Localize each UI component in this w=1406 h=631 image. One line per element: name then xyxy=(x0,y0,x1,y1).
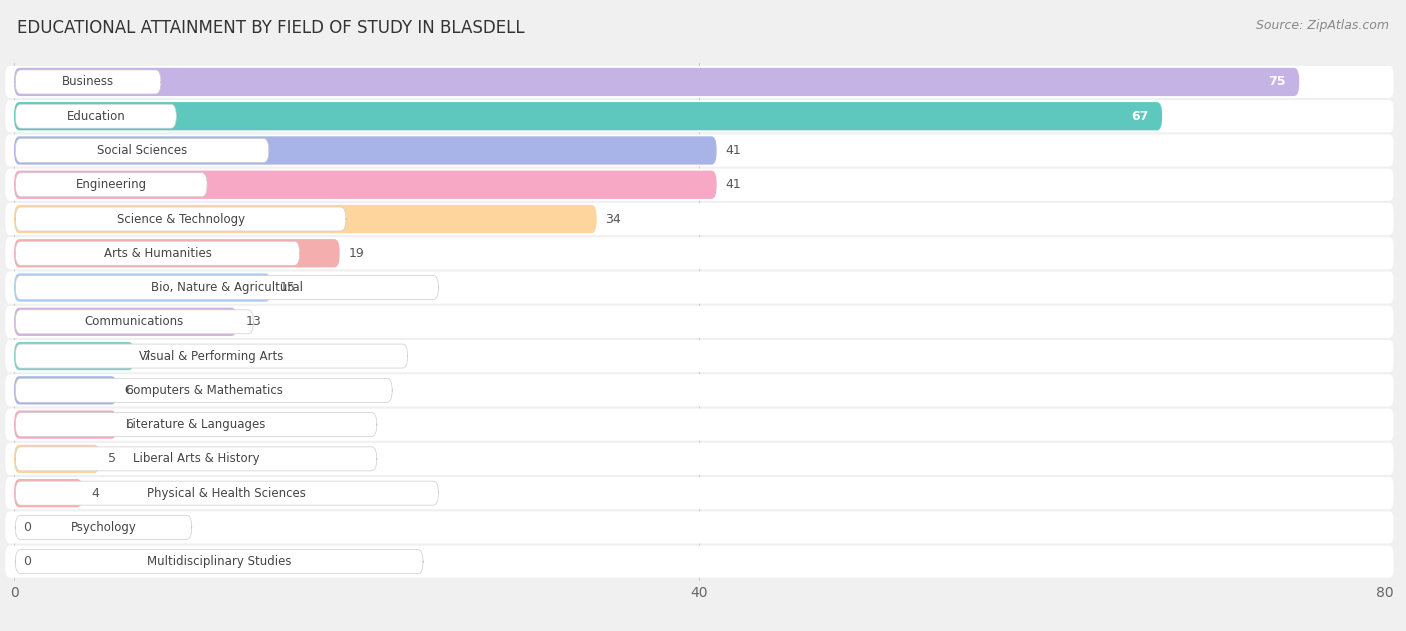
FancyBboxPatch shape xyxy=(15,138,269,162)
Text: 75: 75 xyxy=(1268,76,1285,88)
FancyBboxPatch shape xyxy=(6,237,1393,269)
Text: Engineering: Engineering xyxy=(76,178,146,191)
Text: 6: 6 xyxy=(125,418,134,431)
FancyBboxPatch shape xyxy=(15,70,160,94)
FancyBboxPatch shape xyxy=(6,477,1393,509)
Text: Education: Education xyxy=(66,110,125,122)
FancyBboxPatch shape xyxy=(14,445,100,473)
FancyBboxPatch shape xyxy=(6,511,1393,543)
Text: 34: 34 xyxy=(605,213,621,225)
Text: 4: 4 xyxy=(91,487,98,500)
FancyBboxPatch shape xyxy=(6,100,1393,133)
FancyBboxPatch shape xyxy=(6,374,1393,406)
FancyBboxPatch shape xyxy=(14,102,1163,131)
Text: Psychology: Psychology xyxy=(70,521,136,534)
Text: 13: 13 xyxy=(246,316,262,328)
FancyBboxPatch shape xyxy=(15,310,253,334)
FancyBboxPatch shape xyxy=(14,342,134,370)
FancyBboxPatch shape xyxy=(6,66,1393,98)
FancyBboxPatch shape xyxy=(14,68,1299,96)
FancyBboxPatch shape xyxy=(15,413,377,437)
FancyBboxPatch shape xyxy=(6,306,1393,338)
FancyBboxPatch shape xyxy=(15,447,377,471)
FancyBboxPatch shape xyxy=(14,273,271,302)
FancyBboxPatch shape xyxy=(6,134,1393,167)
Text: Science & Technology: Science & Technology xyxy=(117,213,245,225)
Text: 0: 0 xyxy=(22,521,31,534)
Text: Liberal Arts & History: Liberal Arts & History xyxy=(132,452,259,466)
FancyBboxPatch shape xyxy=(15,173,207,197)
FancyBboxPatch shape xyxy=(6,340,1393,372)
FancyBboxPatch shape xyxy=(6,203,1393,235)
FancyBboxPatch shape xyxy=(14,239,340,268)
FancyBboxPatch shape xyxy=(14,136,717,165)
Text: 41: 41 xyxy=(725,144,741,157)
FancyBboxPatch shape xyxy=(6,168,1393,201)
Text: 5: 5 xyxy=(108,452,117,466)
FancyBboxPatch shape xyxy=(15,207,346,231)
Text: Social Sciences: Social Sciences xyxy=(97,144,187,157)
Text: 7: 7 xyxy=(142,350,150,363)
FancyBboxPatch shape xyxy=(15,104,176,128)
FancyBboxPatch shape xyxy=(15,550,423,574)
FancyBboxPatch shape xyxy=(14,479,83,507)
Text: Computers & Mathematics: Computers & Mathematics xyxy=(125,384,283,397)
Text: 0: 0 xyxy=(22,555,31,568)
FancyBboxPatch shape xyxy=(15,379,392,403)
FancyBboxPatch shape xyxy=(14,411,117,439)
Text: Physical & Health Sciences: Physical & Health Sciences xyxy=(148,487,307,500)
FancyBboxPatch shape xyxy=(15,481,439,505)
Text: Arts & Humanities: Arts & Humanities xyxy=(104,247,211,260)
Text: 41: 41 xyxy=(725,178,741,191)
Text: EDUCATIONAL ATTAINMENT BY FIELD OF STUDY IN BLASDELL: EDUCATIONAL ATTAINMENT BY FIELD OF STUDY… xyxy=(17,19,524,37)
Text: Visual & Performing Arts: Visual & Performing Arts xyxy=(139,350,284,363)
FancyBboxPatch shape xyxy=(15,241,299,265)
Text: 19: 19 xyxy=(349,247,364,260)
Text: Source: ZipAtlas.com: Source: ZipAtlas.com xyxy=(1256,19,1389,32)
Text: 67: 67 xyxy=(1130,110,1149,122)
Text: Literature & Languages: Literature & Languages xyxy=(127,418,266,431)
FancyBboxPatch shape xyxy=(6,546,1393,578)
Text: Multidisciplinary Studies: Multidisciplinary Studies xyxy=(146,555,291,568)
Text: 15: 15 xyxy=(280,281,295,294)
FancyBboxPatch shape xyxy=(15,516,191,540)
FancyBboxPatch shape xyxy=(6,443,1393,475)
Text: Business: Business xyxy=(62,76,114,88)
FancyBboxPatch shape xyxy=(14,308,236,336)
FancyBboxPatch shape xyxy=(6,408,1393,440)
Text: 6: 6 xyxy=(125,384,134,397)
Text: Communications: Communications xyxy=(84,316,184,328)
FancyBboxPatch shape xyxy=(15,344,408,368)
FancyBboxPatch shape xyxy=(14,376,117,404)
FancyBboxPatch shape xyxy=(14,205,596,233)
FancyBboxPatch shape xyxy=(15,276,439,300)
Text: Bio, Nature & Agricultural: Bio, Nature & Agricultural xyxy=(150,281,302,294)
FancyBboxPatch shape xyxy=(6,271,1393,304)
FancyBboxPatch shape xyxy=(14,170,717,199)
